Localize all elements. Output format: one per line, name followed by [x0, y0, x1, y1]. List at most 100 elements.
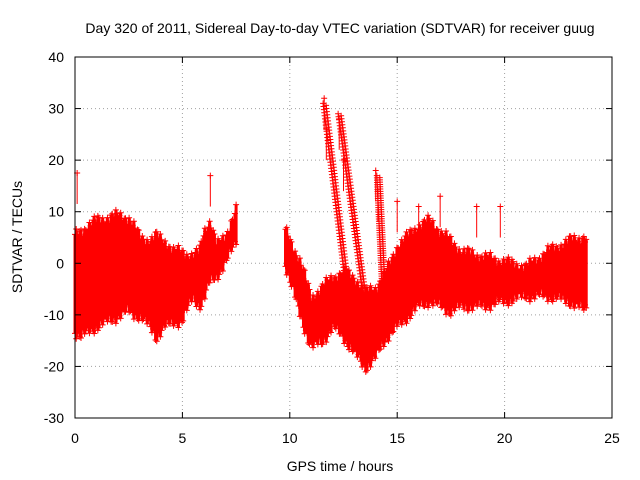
data-point — [385, 258, 392, 265]
data-point — [94, 327, 101, 334]
data-point — [523, 295, 530, 302]
data-point — [426, 215, 433, 222]
data-point — [91, 330, 98, 337]
data-point — [135, 227, 142, 234]
data-point — [469, 307, 476, 314]
data-point — [183, 307, 190, 314]
data-point — [407, 315, 414, 322]
data-point — [354, 354, 361, 361]
data-point — [452, 243, 459, 250]
data-point — [198, 303, 205, 310]
data-point — [567, 303, 574, 310]
data-point — [354, 278, 361, 285]
data-point — [492, 255, 499, 262]
data-point — [500, 256, 507, 263]
data-point — [576, 304, 583, 311]
x-tick-label: 0 — [71, 430, 79, 446]
streak-point — [367, 324, 374, 331]
data-point — [109, 319, 116, 326]
spike-point — [415, 203, 422, 210]
data-point — [443, 227, 450, 234]
y-tick-label: -30 — [44, 410, 64, 426]
data-point — [185, 302, 192, 309]
data-point — [513, 295, 520, 302]
data-point — [451, 307, 458, 314]
data-point — [429, 302, 436, 309]
y-tick-label: 0 — [56, 255, 64, 271]
data-point — [296, 255, 303, 262]
spike-point — [394, 198, 401, 205]
chart-title: Day 320 of 2011, Sidereal Day-to-day VTE… — [85, 20, 594, 36]
spike-point — [473, 203, 480, 210]
data-point — [288, 238, 295, 245]
data-point — [180, 317, 187, 324]
data-point — [487, 307, 494, 314]
data-point — [224, 255, 231, 262]
x-tick-label: 10 — [282, 430, 298, 446]
data-point — [368, 357, 375, 364]
data-point — [526, 255, 533, 262]
data-point — [126, 214, 133, 221]
data-point — [144, 320, 151, 327]
data-point — [86, 219, 93, 226]
data-point — [328, 272, 335, 279]
spike-point — [323, 126, 330, 133]
data-point — [216, 271, 223, 278]
data-point — [571, 232, 578, 239]
data-point — [310, 344, 317, 351]
data-point — [233, 201, 240, 208]
data-point — [505, 302, 512, 309]
data-point — [183, 251, 190, 258]
data-point — [323, 274, 330, 281]
data-point — [319, 341, 326, 348]
data-points — [72, 95, 590, 375]
data-point — [416, 221, 423, 228]
data-point — [492, 301, 499, 308]
data-point — [408, 312, 415, 319]
data-point — [229, 244, 236, 251]
y-tick-label: 30 — [48, 101, 64, 117]
data-point — [283, 224, 290, 231]
data-point — [206, 218, 213, 225]
data-point — [385, 337, 392, 344]
data-point — [562, 236, 569, 243]
data-point — [219, 267, 226, 274]
data-point — [367, 363, 374, 370]
data-point — [157, 230, 164, 237]
data-point — [175, 324, 182, 331]
data-point — [451, 240, 458, 247]
data-point — [153, 228, 160, 235]
data-point — [372, 355, 379, 362]
data-point — [314, 288, 321, 295]
data-point — [310, 291, 317, 298]
spike-point — [207, 172, 214, 179]
data-point — [434, 226, 441, 233]
data-point — [157, 333, 164, 340]
data-point — [215, 276, 222, 283]
data-point — [403, 228, 410, 235]
data-point — [328, 329, 335, 336]
data-point — [377, 346, 384, 353]
data-point — [324, 333, 331, 340]
y-tick-label: 40 — [48, 49, 64, 65]
streak-point — [349, 319, 356, 326]
data-point — [162, 324, 169, 331]
data-point — [411, 307, 418, 314]
x-tick-label: 25 — [604, 430, 620, 446]
data-point — [571, 305, 578, 312]
data-point — [474, 251, 481, 258]
data-point — [117, 209, 124, 216]
data-point — [567, 233, 574, 240]
x-tick-label: 15 — [389, 430, 405, 446]
data-point — [456, 304, 463, 311]
data-point — [78, 334, 85, 341]
streak-point — [384, 334, 391, 341]
spike-point — [497, 203, 504, 210]
data-point — [447, 233, 454, 240]
data-point — [421, 303, 428, 310]
data-point — [381, 338, 388, 345]
data-point — [332, 273, 339, 280]
data-point — [500, 300, 507, 307]
data-point — [510, 298, 517, 305]
spike-point — [336, 115, 343, 122]
